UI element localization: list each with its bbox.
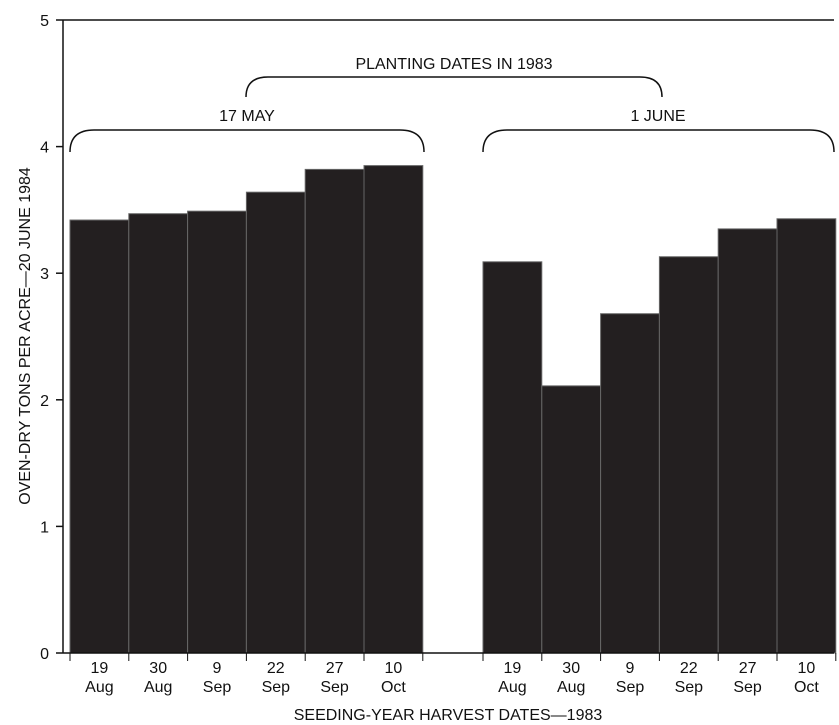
x-tick-label-day: 19 [504, 660, 522, 677]
bar [128, 213, 189, 654]
bar [363, 165, 424, 654]
x-tick-label-day: 10 [798, 660, 816, 677]
x-tick-label-day: 27 [739, 660, 757, 677]
x-tick-label-day: 27 [326, 660, 344, 677]
bar [541, 385, 602, 654]
bar [304, 168, 365, 654]
x-tick-label-month: Sep [262, 679, 291, 696]
x-tick-label-month: Sep [320, 679, 349, 696]
axes-layer [56, 19, 837, 661]
x-tick-label-month: Aug [85, 679, 113, 696]
planting-dates-label: PLANTING DATES IN 1983 [355, 56, 552, 73]
x-tick-label-day: 30 [149, 660, 167, 677]
y-axis-title: OVEN-DRY TONS PER ACRE—20 JUNE 1984 [17, 167, 34, 505]
x-tick-label-day: 19 [91, 660, 109, 677]
x-tick-label-month: Aug [498, 679, 526, 696]
x-axis-title: SEEDING-YEAR HARVEST DATES—1983 [294, 707, 603, 724]
group-label-1-june: 1 JUNE [630, 108, 685, 125]
y-tick-label: 3 [40, 266, 49, 283]
bar [717, 228, 778, 654]
y-tick-label: 0 [40, 646, 49, 663]
bar [776, 218, 837, 654]
bar [69, 219, 130, 654]
labels-layer: 0 1 2 3 4 5 19 Aug 30 Aug 9 Sep 22 Sep 27 Sep 10 Oct 19 Aug… [17, 13, 819, 724]
x-tick-label-day: 22 [267, 660, 285, 677]
x-tick-label-month: Sep [675, 679, 704, 696]
x-tick-label-month: Sep [733, 679, 762, 696]
bar [482, 261, 543, 654]
y-tick-label: 1 [40, 519, 49, 536]
group-bracket-17-may [69, 129, 425, 153]
bars-layer [69, 165, 837, 654]
x-tick-label-month: Aug [144, 679, 172, 696]
bar [245, 191, 306, 654]
group-bracket-1-june [482, 129, 835, 153]
bar [658, 256, 719, 654]
x-tick-label-month: Aug [557, 679, 585, 696]
x-tick-label-month: Sep [203, 679, 232, 696]
x-tick-label-month: Oct [794, 679, 819, 696]
group-label-17-may: 17 MAY [219, 108, 275, 125]
bar [600, 313, 660, 654]
x-tick-label-month: Oct [381, 679, 406, 696]
x-tick-label-day: 22 [680, 660, 698, 677]
x-tick-label-day: 10 [385, 660, 403, 677]
brackets-layer [69, 76, 835, 153]
x-tick-label-month: Sep [616, 679, 645, 696]
x-tick-label-day: 9 [213, 660, 222, 677]
y-tick-label: 5 [40, 13, 49, 30]
x-tick-label-day: 30 [562, 660, 580, 677]
planting-dates-bracket [245, 76, 663, 98]
x-tick-label-day: 9 [626, 660, 635, 677]
y-tick-label: 4 [40, 140, 49, 157]
bar [187, 210, 247, 654]
y-tick-label: 2 [40, 393, 49, 410]
